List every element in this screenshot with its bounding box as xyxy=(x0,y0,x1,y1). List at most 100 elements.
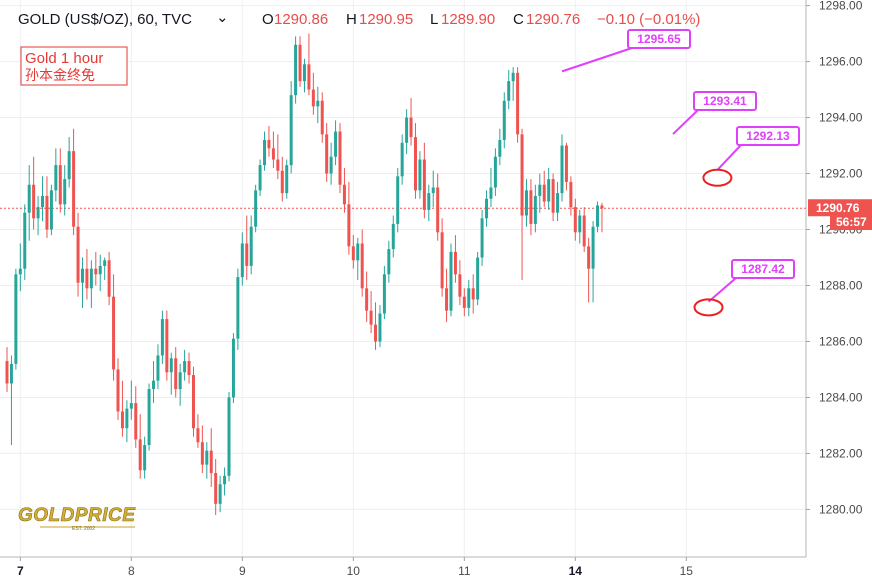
candle-body xyxy=(529,190,533,224)
candle-body xyxy=(480,218,484,258)
time-axis: 7 8 9 10 11 14 15 xyxy=(0,556,806,578)
candle-body xyxy=(365,288,369,311)
candle-body xyxy=(63,179,67,205)
candle-body xyxy=(227,397,231,476)
interval-dropdown-icon[interactable]: ⌄ xyxy=(216,9,229,26)
candle-body xyxy=(174,358,178,390)
callout-label: 1295.65 xyxy=(637,32,681,46)
candle-body xyxy=(387,249,391,275)
note-box-border xyxy=(20,46,128,86)
candle-body xyxy=(209,450,213,474)
candle-body xyxy=(498,139,502,157)
note-line-1: Gold 1 hour xyxy=(25,50,103,67)
candle-body xyxy=(160,319,164,356)
high-value: 1290.95 xyxy=(359,11,413,28)
price-tag-background xyxy=(808,199,872,217)
candle-body xyxy=(542,184,546,202)
candle-body xyxy=(449,251,453,311)
candle-body xyxy=(311,89,315,107)
candle-body xyxy=(582,215,586,247)
candle-body xyxy=(41,195,45,208)
candle-body xyxy=(418,159,422,191)
open-value: 1290.86 xyxy=(274,11,328,28)
candle-body xyxy=(280,170,284,194)
logo-subtitle: EST. 2002 xyxy=(72,526,95,532)
candle-body xyxy=(223,475,227,485)
ohlc-header: GOLD (US$/OZ), 60, TVC ⌄ O 1290.86 H 129… xyxy=(18,9,700,28)
candle-body xyxy=(405,117,409,143)
candle-body xyxy=(374,324,378,342)
candle-body xyxy=(36,207,40,219)
candle-body xyxy=(431,187,435,194)
candle-body xyxy=(116,369,120,412)
y-tick-label: 1282.00 xyxy=(819,446,863,460)
candle-body xyxy=(214,473,218,504)
candle-body xyxy=(205,450,209,465)
candle-body xyxy=(342,184,346,205)
countdown-value: 56:57 xyxy=(836,215,867,229)
candle-body xyxy=(485,198,489,219)
candle-body xyxy=(507,81,511,101)
candle-body xyxy=(347,204,351,247)
candle-body xyxy=(458,274,462,297)
candle-body xyxy=(502,100,506,140)
y-tick-label: 1280.00 xyxy=(819,502,863,516)
candle-body xyxy=(98,265,102,275)
highlight-circle xyxy=(693,298,724,317)
candle-body xyxy=(245,243,249,266)
callout-box xyxy=(627,29,691,49)
price-tag-value: 1290.76 xyxy=(816,201,860,215)
candle-body xyxy=(573,207,577,233)
candle-body xyxy=(302,64,306,82)
candle-body xyxy=(382,274,386,314)
candle-body xyxy=(67,151,71,180)
candle-body xyxy=(169,358,173,373)
callout-pointer xyxy=(561,47,633,73)
candle-body xyxy=(263,139,267,166)
candle-body xyxy=(356,243,360,261)
candle-body xyxy=(596,205,600,227)
candle-body xyxy=(316,100,320,107)
candle-body xyxy=(396,176,400,224)
y-tick-label: 1284.00 xyxy=(819,390,863,404)
open-prefix: O xyxy=(262,11,274,28)
note-line-2: 孙本金终免 xyxy=(25,67,95,83)
candle-body xyxy=(76,226,80,283)
candle-body xyxy=(400,142,404,177)
candle-body xyxy=(152,380,156,390)
candle-body xyxy=(360,243,364,289)
candle-body xyxy=(338,131,342,185)
x-tick-label: 8 xyxy=(128,564,135,578)
candle-body xyxy=(471,288,475,300)
y-tick-label: 1292.00 xyxy=(819,167,863,181)
callout-label: 1292.13 xyxy=(746,129,790,143)
callout-box xyxy=(736,126,800,146)
candle-body xyxy=(294,44,298,96)
price-axis: 1280.00 1282.00 1284.00 1286.00 1288.00 1290.… xyxy=(805,0,863,557)
candle-body xyxy=(587,246,591,269)
candle-body xyxy=(5,361,9,384)
candle-body xyxy=(334,131,338,157)
candle-body xyxy=(325,134,329,174)
candle-body xyxy=(240,243,244,278)
candle-body xyxy=(178,372,182,390)
candle-body xyxy=(249,226,253,266)
candle-body xyxy=(54,165,58,191)
candle-body xyxy=(49,190,53,230)
candle-body xyxy=(511,72,515,82)
candle-body xyxy=(422,159,426,210)
candle-body xyxy=(165,319,169,373)
candle-body xyxy=(276,159,280,171)
candle-body xyxy=(147,389,151,446)
candle-body xyxy=(218,484,222,504)
callout-box xyxy=(731,259,795,279)
candle-body xyxy=(254,190,258,227)
x-tick-label: 15 xyxy=(680,564,694,578)
candle-body xyxy=(516,72,520,135)
low-prefix: L xyxy=(430,11,438,28)
candle-body xyxy=(200,442,204,465)
candles xyxy=(5,33,604,516)
y-tick-label: 1296.00 xyxy=(819,55,863,69)
